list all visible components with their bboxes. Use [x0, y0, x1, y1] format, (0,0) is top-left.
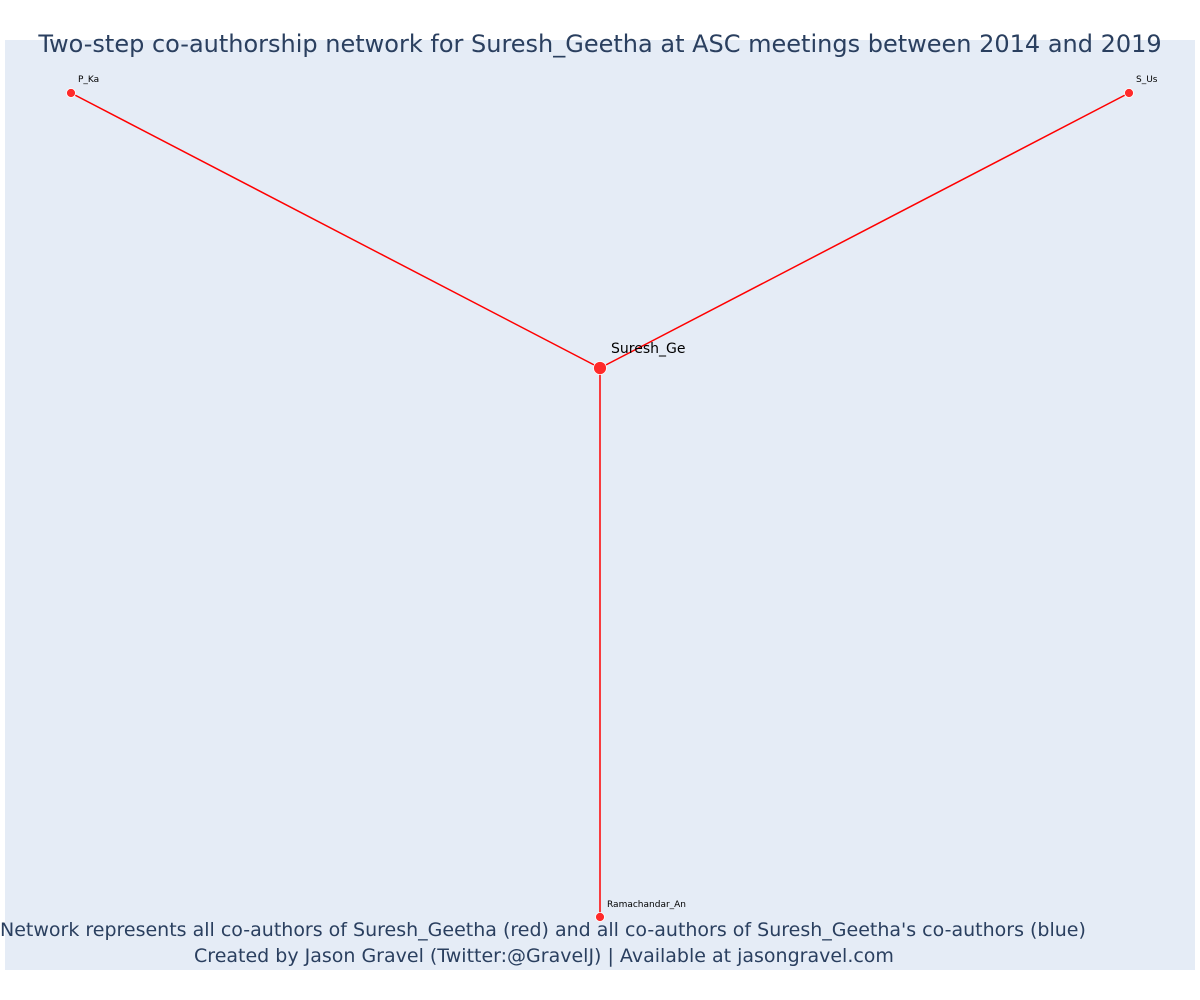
node-label-Suresh_Ge: Suresh_Ge [611, 341, 685, 357]
caption-credit: Created by Jason Gravel (Twitter:@Gravel… [194, 945, 894, 967]
node-P_Ka[interactable] [66, 88, 76, 98]
edges-layer [70, 92, 1130, 917]
node-label-Ramachandar_An: Ramachandar_An [607, 900, 686, 910]
node-label-S_Us: S_Us [1136, 75, 1158, 85]
edge-Suresh_Ge-S_Us [599, 92, 1130, 369]
nodes-layer [66, 88, 1134, 922]
edge-Suresh_Ge-P_Ka [70, 92, 601, 369]
node-label-P_Ka: P_Ka [78, 75, 99, 85]
labels-layer: Suresh_Ge P_Ka S_Us Ramachandar_An [78, 75, 1158, 910]
node-Suresh_Ge[interactable] [593, 361, 607, 375]
node-Ramachandar_An[interactable] [595, 912, 605, 922]
node-S_Us[interactable] [1124, 88, 1134, 98]
caption-network-description: Network represents all co-authors of Sur… [0, 919, 1086, 941]
chart-title: Two-step co-authorship network for Sures… [38, 30, 1162, 58]
